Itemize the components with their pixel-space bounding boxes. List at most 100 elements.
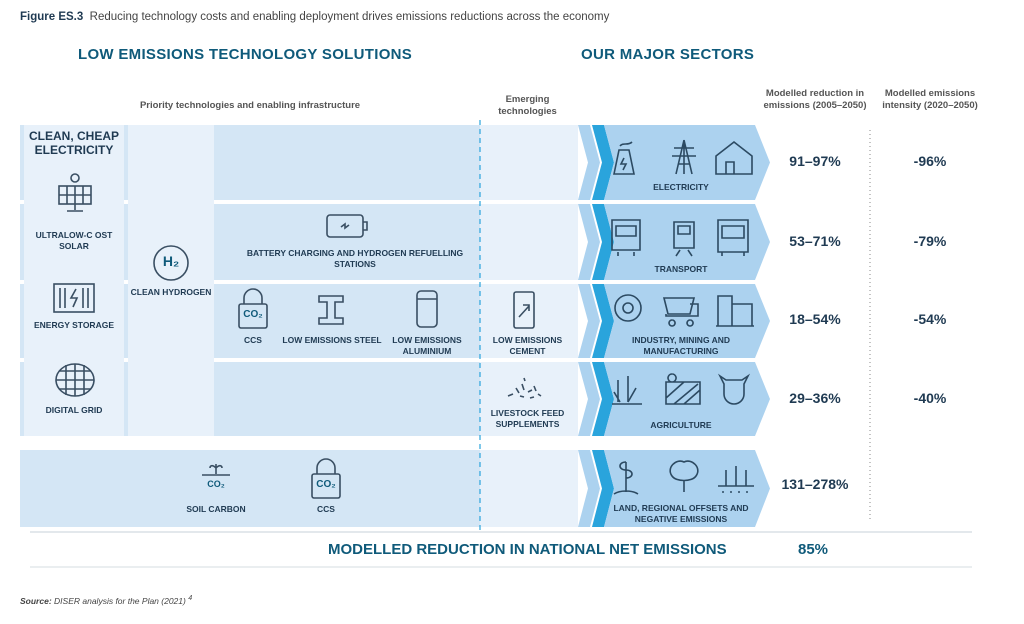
left-heading: LOW EMISSIONS TECHNOLOGY SOLUTIONS	[78, 46, 413, 63]
chevron-stripe	[592, 125, 614, 200]
soil-carbon-icon	[202, 464, 230, 476]
ccs-label: CCS	[244, 335, 262, 345]
co2-text: CO₂	[243, 309, 263, 320]
source-footnote: 4	[188, 594, 193, 602]
emerging-subheader: Emerging technologies	[498, 94, 557, 117]
priority-subheader: Priority technologies and enabling infra…	[139, 100, 361, 111]
train-icon	[673, 221, 695, 257]
caption-label: Figure ES.3	[20, 11, 84, 23]
column-electricity	[24, 125, 124, 436]
hydrogen-icon	[153, 245, 189, 281]
steel-beam-icon	[318, 295, 344, 325]
cement-label: LOW EMISSIONS CEMENT	[492, 335, 563, 356]
sprouts-icon	[718, 466, 754, 493]
reduction-industry: 18–54%	[789, 311, 841, 327]
intensity-agriculture: -40%	[913, 390, 947, 406]
buildings-icon	[716, 295, 754, 327]
solar-label: ULTRALOW-C OST SOLAR	[35, 230, 113, 251]
chevron-light	[578, 204, 600, 280]
emerging-cell	[480, 125, 578, 200]
clean-electricity-title: CLEAN, CHEAP ELECTRICITY	[28, 129, 119, 157]
intensity-industry: -54%	[913, 311, 947, 327]
truck-icon	[611, 219, 641, 256]
sector-chevron	[604, 125, 770, 200]
chevron-light	[578, 450, 600, 527]
emerging-cell	[480, 204, 578, 280]
gear-icon	[614, 294, 642, 322]
steel-label: LOW EMISSIONS STEEL	[282, 335, 382, 345]
sector-chevron	[604, 204, 770, 280]
intensity-electricity: -96%	[913, 153, 947, 169]
soil-co2-text: CO₂	[207, 479, 225, 489]
net-emissions-value: 85%	[798, 541, 829, 558]
bus-icon	[717, 219, 749, 256]
tree-icon	[669, 460, 699, 492]
sector-label-transport: TRANSPORT	[654, 264, 708, 274]
field-icon	[665, 373, 701, 405]
electricity-icons	[613, 139, 753, 175]
source-text: DISER analysis for the Plan (2021)	[54, 595, 186, 606]
house-icon	[715, 140, 753, 175]
feed-pellets-icon	[507, 377, 542, 399]
agriculture-icons	[612, 373, 751, 405]
chevron-stripe	[592, 362, 614, 436]
solar-panel-icon	[58, 173, 92, 212]
charging-label: BATTERY CHARGING AND HYDROGEN REFUELLING…	[246, 248, 464, 269]
ccs-lock-icon-2	[311, 458, 341, 499]
aluminium-label: LOW EMISSIONS ALUMINIUM	[392, 335, 462, 356]
sector-label-agriculture: AGRICULTURE	[650, 420, 712, 430]
ccs2-label: CCS	[317, 504, 335, 514]
battery-icon	[326, 214, 368, 238]
transport-icons	[611, 219, 749, 257]
energy-storage-icon	[53, 283, 95, 313]
reduction-land: 131–278%	[781, 476, 849, 492]
sector-label-industry: INDUSTRY, MINING AND MANUFACTURING	[631, 335, 731, 356]
livestock-label: LIVESTOCK FEED SUPPLEMENTS	[490, 408, 565, 429]
land-icons	[613, 460, 754, 495]
caption-text: Reducing technology costs and enabling d…	[89, 11, 610, 23]
chevron-stripe	[592, 450, 614, 527]
chevron-light	[578, 284, 600, 358]
pylon-icon	[672, 139, 696, 175]
wetland-icon	[612, 376, 642, 405]
aluminium-can-icon	[416, 290, 438, 328]
chevron-stripe	[592, 204, 614, 280]
power-plant-icon	[613, 141, 635, 175]
cow-icon	[717, 373, 751, 405]
mining-truck-icon	[662, 297, 699, 327]
seedling-icon	[613, 461, 639, 495]
net-emissions-label: MODELLED REDUCTION IN NATIONAL NET EMISS…	[328, 541, 727, 558]
sector-label-electricity: ELECTRICITY	[653, 182, 709, 192]
emerging-cell	[480, 450, 578, 527]
emerging-cell	[480, 284, 578, 358]
soil-carbon-label: SOIL CARBON	[186, 504, 246, 514]
chevron-light	[578, 362, 600, 436]
band-row	[20, 450, 480, 527]
sector-label-land: LAND, REGIONAL OFFSETS AND NEGATIVE EMIS…	[613, 503, 749, 524]
source-note: Source: DISER analysis for the Plan (202…	[20, 594, 192, 606]
emerging-cell	[480, 362, 578, 436]
reduction-subheader: Modelled reduction in emissions (2005–20…	[763, 88, 867, 111]
grid-label: DIGITAL GRID	[45, 405, 103, 415]
intensity-transport: -79%	[913, 233, 947, 249]
chevron-stripe	[592, 284, 614, 358]
h2-symbol: H₂	[162, 253, 180, 269]
right-heading: OUR MAJOR SECTORS	[581, 46, 755, 63]
ccs2-co2-text: CO₂	[316, 479, 336, 490]
source-label: Source:	[20, 595, 52, 606]
sector-chevron	[604, 450, 770, 527]
chevron-light	[578, 125, 600, 200]
intensity-subheader: Modelled emissions intensity (2020–2050)	[882, 88, 978, 111]
digital-grid-icon	[55, 363, 95, 397]
reduction-electricity: 91–97%	[789, 153, 841, 169]
storage-label: ENERGY STORAGE	[34, 320, 114, 330]
cement-bag-icon	[513, 291, 535, 329]
reduction-transport: 53–71%	[789, 233, 841, 249]
hydrogen-label: CLEAN HYDROGEN	[130, 287, 212, 297]
ccs-lock-icon	[238, 288, 268, 329]
reduction-agriculture: 29–36%	[789, 390, 841, 406]
figure-caption: Figure ES.3 Reducing technology costs an…	[20, 11, 609, 23]
industry-icons	[614, 294, 754, 327]
